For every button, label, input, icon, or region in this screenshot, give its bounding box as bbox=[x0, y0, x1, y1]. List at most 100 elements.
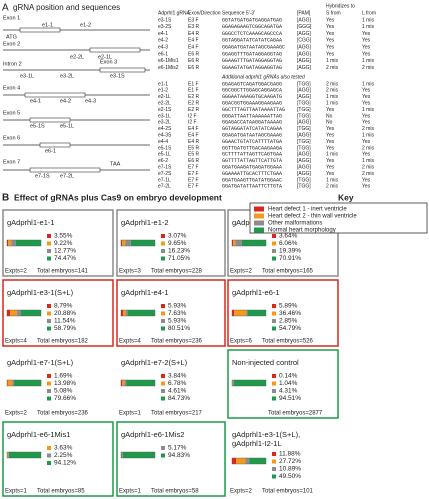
table-cell: e6-1 bbox=[158, 51, 168, 57]
table-cell: GGAAAATTGCACTTTCTGAA bbox=[222, 171, 282, 177]
bar-segment bbox=[125, 310, 128, 316]
table-cell: E5 R bbox=[188, 145, 200, 151]
bar-segment bbox=[241, 240, 266, 246]
table-cell: No bbox=[326, 120, 333, 126]
table-cell: [AGG] bbox=[297, 158, 312, 164]
table-cell: [TGG] bbox=[297, 126, 311, 132]
table-cell: e5-1S bbox=[158, 145, 172, 151]
value-label: 11.54% bbox=[54, 318, 76, 325]
table-cell: E6 R bbox=[188, 158, 200, 164]
exon-box bbox=[29, 117, 71, 123]
diagram-label: e5-1L bbox=[60, 123, 74, 129]
table-cell: [CGG] bbox=[297, 38, 312, 44]
key-box bbox=[249, 202, 428, 234]
table-cell: E1 F bbox=[188, 88, 199, 94]
table-cell: e6-2 bbox=[158, 158, 168, 164]
value-label: 12.77% bbox=[54, 248, 76, 255]
value-label: 3.84% bbox=[168, 373, 187, 380]
bar-segment bbox=[245, 458, 250, 464]
subpanel-title: gAdprhl1-e7-2(S+L) bbox=[121, 358, 188, 367]
table-cell: Yes bbox=[326, 45, 335, 51]
bar-segment bbox=[236, 458, 246, 464]
subpanel-title: gAdprhl1-e6-1Mis2 bbox=[121, 430, 184, 439]
value-label: 3.55% bbox=[54, 233, 73, 240]
experiments: Expts=1 bbox=[119, 489, 142, 495]
table-cell: E2 R bbox=[188, 94, 200, 100]
table-cell: Yes bbox=[362, 177, 371, 183]
bar-segment bbox=[232, 310, 235, 316]
table-header: [PAM] bbox=[297, 10, 311, 16]
table-cell: e3-2L bbox=[158, 120, 171, 126]
diagram-label: Exon 6 bbox=[3, 135, 20, 141]
subpanel-border bbox=[227, 349, 339, 419]
table-cell: Yes bbox=[326, 171, 335, 177]
exon-box bbox=[29, 167, 101, 173]
table-cell: GGAAGTATGATAGGAGGTAG bbox=[222, 65, 282, 71]
value-label: 36.46% bbox=[279, 310, 301, 317]
table-cell: e4-2 bbox=[158, 38, 168, 44]
table-cell: 1 mis bbox=[326, 101, 338, 107]
table-cell: [AGG] bbox=[297, 152, 312, 158]
key-swatch bbox=[254, 206, 264, 212]
table-cell: 2 mis bbox=[362, 165, 374, 171]
table-cell: e1-2 bbox=[158, 88, 168, 94]
bar-segment bbox=[246, 310, 248, 316]
diagram-label: e2-1L bbox=[98, 54, 112, 60]
bar-outline bbox=[231, 457, 267, 465]
table-cell: Yes bbox=[326, 126, 335, 132]
table-cell: e1-1 bbox=[158, 81, 168, 87]
table-cell: [TGG] bbox=[297, 107, 311, 113]
legend-swatch bbox=[272, 326, 276, 331]
legend-swatch bbox=[47, 249, 51, 253]
subpanel-title: gAdprhl1-e1-2 bbox=[121, 218, 169, 227]
table-cell: Yes bbox=[362, 184, 371, 190]
value-label: 8.79% bbox=[54, 303, 73, 310]
table-cell: Yes bbox=[362, 113, 371, 119]
total-embryos: Total embryos=2877 bbox=[268, 411, 323, 417]
bar-segment bbox=[21, 310, 41, 316]
value-label: 9.22% bbox=[54, 240, 73, 247]
value-label: 5.89% bbox=[279, 303, 298, 310]
table-cell: GGAGACCATAAGGATAAAAG bbox=[222, 120, 282, 126]
diagram-label: e3-1S bbox=[110, 73, 125, 79]
value-label: 0.14% bbox=[279, 373, 298, 380]
table-cell: E4 F bbox=[188, 133, 199, 139]
table-cell: Yes bbox=[326, 133, 335, 139]
bar-segment bbox=[247, 310, 266, 316]
table-cell: E5 R bbox=[188, 152, 200, 158]
table-cell: Yes bbox=[326, 24, 335, 30]
bar-segment bbox=[17, 310, 22, 316]
bar-outline bbox=[120, 309, 156, 317]
legend-swatch bbox=[47, 446, 51, 450]
total-embryos: Total embryos=58 bbox=[151, 489, 199, 495]
value-label: 20.88% bbox=[54, 310, 76, 317]
table-cell: GGATGAAGATGAGATGGAAA bbox=[222, 165, 282, 171]
legend-swatch bbox=[47, 234, 51, 238]
experiments: Expts=2 bbox=[5, 269, 28, 275]
table-cell: e6-1Mis1 bbox=[158, 58, 179, 64]
bar-segment bbox=[232, 240, 234, 246]
diagram-label: e4-3 bbox=[85, 98, 96, 104]
bar-segment bbox=[232, 458, 237, 464]
diagram-label: e3-2L bbox=[60, 73, 74, 79]
panel-letter: A bbox=[2, 3, 9, 14]
legend-swatch bbox=[272, 467, 276, 471]
table-cell: Yes bbox=[326, 107, 335, 113]
value-label: 58.79% bbox=[54, 325, 76, 332]
key-swatch bbox=[254, 220, 264, 226]
diagram-label: Exon 2 bbox=[3, 41, 20, 47]
table-cell: 2 mis bbox=[362, 65, 374, 71]
bar-segment bbox=[235, 240, 242, 246]
bar-segment bbox=[7, 310, 10, 316]
value-label: 4.61% bbox=[168, 388, 187, 395]
panel-title: gRNA position and sequences bbox=[13, 3, 120, 12]
experiments: Expts=1 bbox=[119, 411, 142, 417]
table-cell: 1 mis bbox=[362, 58, 374, 64]
table-cell: Yes bbox=[326, 158, 335, 164]
bar-segment bbox=[11, 240, 16, 246]
legend-swatch bbox=[272, 304, 276, 308]
table-cell: [AGG] bbox=[297, 88, 312, 94]
exon-box bbox=[99, 67, 146, 73]
diagram-label: e3-1L bbox=[20, 73, 34, 79]
